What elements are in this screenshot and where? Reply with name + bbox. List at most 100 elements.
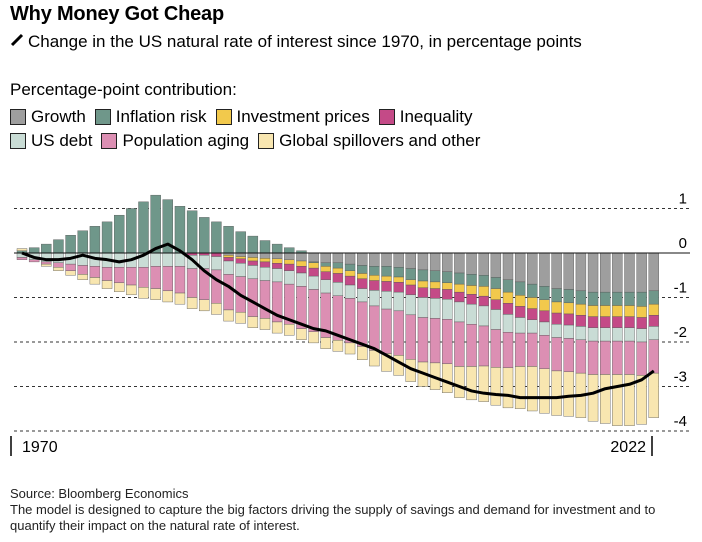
bar-segment [381,252,392,267]
bar-segment [235,252,246,257]
bar-segment [357,301,368,347]
bar-segment [466,294,477,305]
bar-segment [344,275,356,286]
bar-segment [612,252,623,293]
bar-segment [575,315,587,327]
bar-segment [405,268,416,280]
bar-segment [417,252,429,271]
bar-segment [41,261,52,265]
bar-segment [271,321,283,334]
bar-segment [575,326,587,340]
bar-segment [442,252,453,272]
bar-segment [271,243,283,254]
bar-segment [551,252,562,289]
bar-segment [101,221,113,254]
bar-segment [357,346,368,360]
bar-segment [247,235,259,254]
bar-segment [527,366,538,412]
bar-segment [600,316,611,328]
bar-segment [259,318,271,330]
bar-segment [28,259,40,263]
bar-segment [648,372,659,418]
bar-segment [211,252,222,257]
bar-segment [369,350,380,367]
bar-segment [344,270,356,277]
bar-segment [563,324,574,339]
bar-segment [624,340,635,375]
bar-segment [429,270,441,283]
bar-segment [514,281,526,296]
bar-segment [539,286,550,300]
bar-segment [138,287,149,299]
bar-segment [636,375,647,425]
legend-label: Population aging [122,131,250,150]
y-tick-label: 1 [679,191,687,208]
bar-segment [587,316,599,328]
bar-segment [478,295,489,307]
bar-segment [344,342,356,355]
bar-segment [563,302,574,315]
bar-segment [247,265,259,280]
bar-segment [393,267,404,278]
bar-segment [332,340,344,352]
bar-segment [502,303,514,315]
legend-row-1: Growth Inflation risk Investment prices … [10,105,570,129]
bar-segment [271,252,283,259]
bar-segment [600,252,611,293]
bar-segment [636,328,647,343]
bar-segment [417,287,429,298]
bar-segment [101,267,113,281]
legend-swatch [10,109,26,125]
legend-label: Investment prices [236,107,370,126]
bar-segment [369,266,380,276]
bar-segment [600,340,611,375]
bar-segment [393,291,404,312]
bar-segment [454,291,465,303]
bar-segment [624,252,635,293]
bar-segment [186,210,198,254]
bar-segment [442,299,453,320]
bar-segment [417,280,429,288]
bar-segment [502,314,514,333]
bar-segment [223,226,234,254]
bar-segment [89,266,101,278]
bar-segment [612,374,623,426]
bar-segment [624,327,635,342]
bar-segment [344,298,356,344]
bar-segment [527,297,538,309]
bar-segment [357,278,368,289]
legend-swatch [258,133,275,149]
bar-segment [320,266,331,272]
bar-segment [235,263,246,277]
bar-segment [223,260,234,275]
bar-segment [514,332,526,367]
bar-segment [53,239,64,254]
bar-segment [284,252,295,260]
bar-segment [174,292,186,305]
bar-segment [53,267,64,271]
legend-item-global-spillovers: Global spillovers and other [258,131,480,151]
bar-segment [442,289,453,300]
bar-segment [53,262,64,268]
bar-segment [296,328,307,340]
bar-segment [636,306,647,318]
bar-segment [575,303,587,316]
bar-segment [454,321,465,367]
bar-segment [89,226,101,254]
legend-label: Global spillovers and other [279,131,481,150]
bar-segment [575,252,587,292]
bar-segment [308,252,319,263]
bar-segment [417,269,429,282]
bar-segment [296,252,307,262]
bar-segment [502,252,514,280]
bar-segment [332,262,344,269]
bar-segment [563,252,574,290]
legend-heading: Percentage-point contribution: [10,80,237,99]
bar-segment [490,367,502,406]
bar-segment [429,288,441,299]
bar-segment [41,263,52,267]
legend-label: Inflation risk [115,107,207,126]
bar-segment [514,317,526,334]
bar-segment [636,317,647,329]
bar-segment [101,280,113,289]
